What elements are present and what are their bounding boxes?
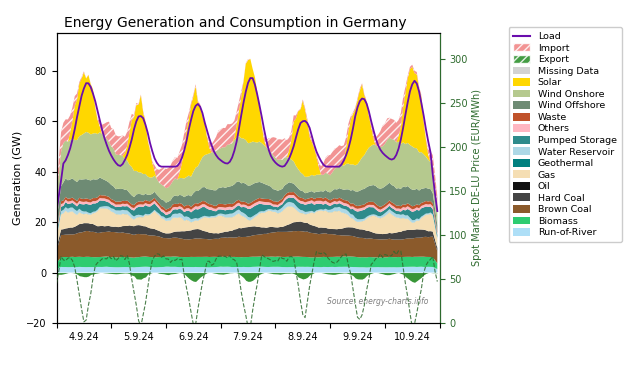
Text: Energy Generation and Consumption in Germany: Energy Generation and Consumption in Ger… [64, 17, 407, 30]
Y-axis label: Generation (GW): Generation (GW) [12, 131, 22, 225]
Y-axis label: Spot Market DE-LU Price (EUR/MWh): Spot Market DE-LU Price (EUR/MWh) [472, 90, 482, 266]
Text: 7.9.24: 7.9.24 [233, 332, 263, 342]
Text: 10.9.24: 10.9.24 [394, 332, 431, 342]
Legend: Load, Import, Export, Missing Data, Solar, Wind Onshore, Wind Offshore, Waste, O: Load, Import, Export, Missing Data, Sola… [509, 27, 622, 242]
Text: 6.9.24: 6.9.24 [178, 332, 208, 342]
Text: 5.9.24: 5.9.24 [123, 332, 154, 342]
Text: 8.9.24: 8.9.24 [288, 332, 318, 342]
Text: 9.9.24: 9.9.24 [342, 332, 373, 342]
Text: 4.9.24: 4.9.24 [68, 332, 99, 342]
Text: Source: energy-charts.info: Source: energy-charts.info [327, 297, 428, 306]
